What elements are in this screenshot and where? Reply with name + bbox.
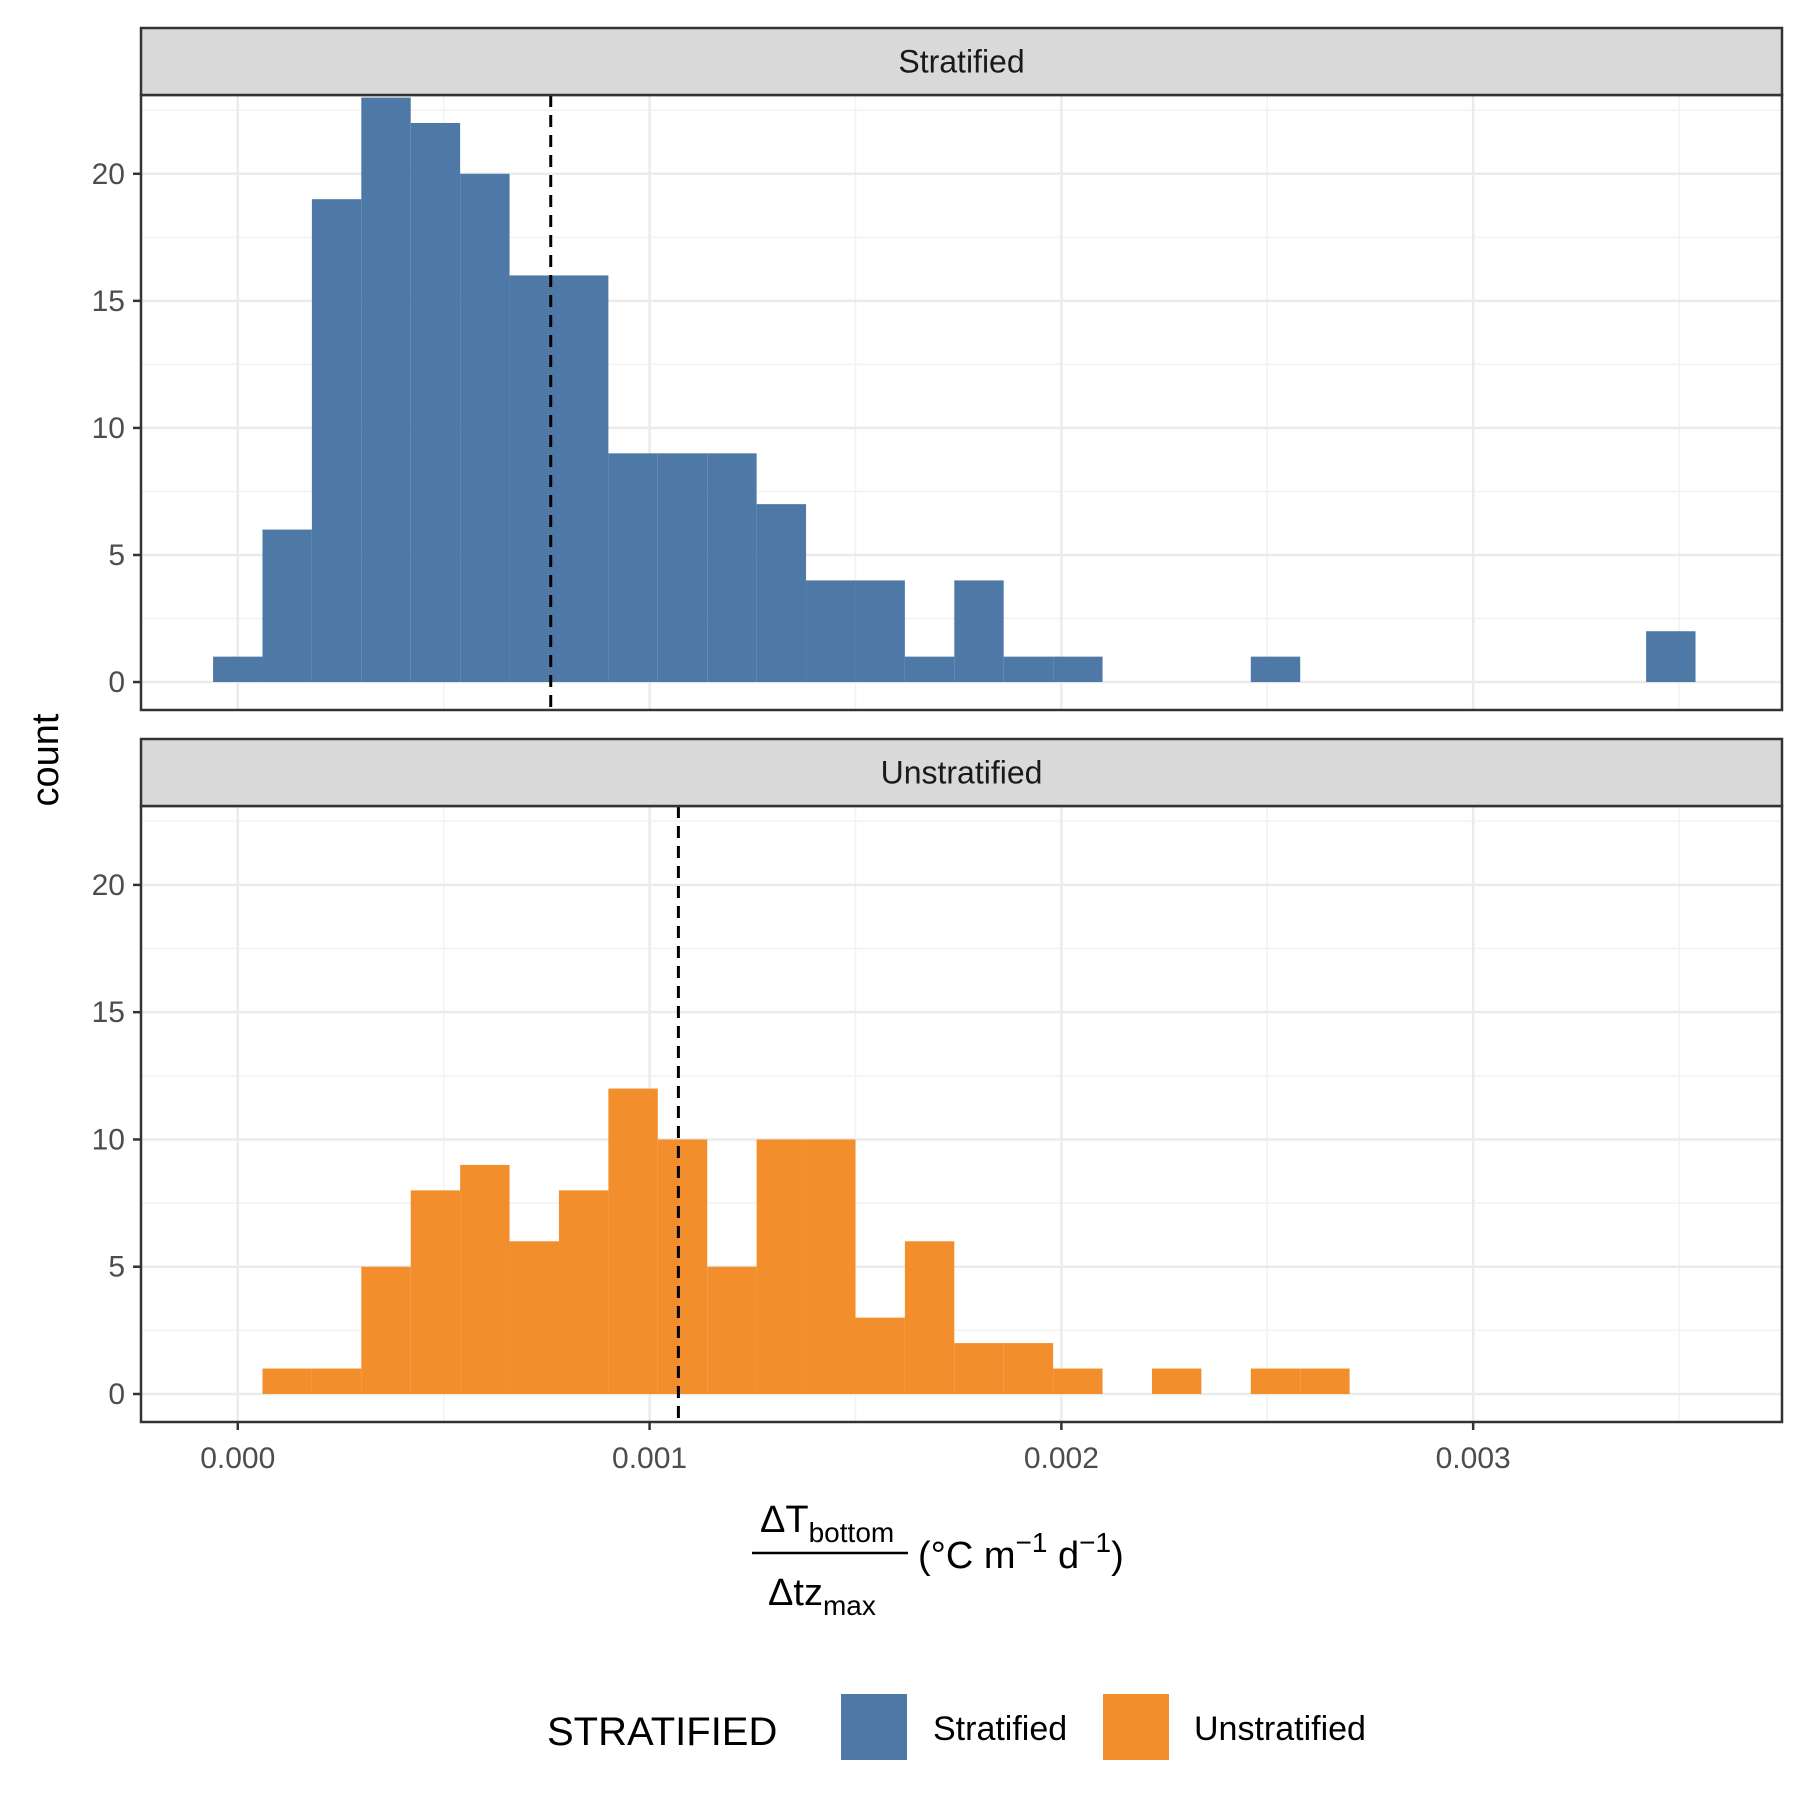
histogram-bar (410, 122, 461, 683)
histogram-bar (1003, 656, 1054, 683)
histogram-bar (361, 1266, 411, 1394)
histogram-bar (954, 580, 1004, 683)
histogram-bar (1053, 656, 1103, 683)
histogram-bar (311, 199, 362, 683)
histogram-bar (1151, 1368, 1202, 1394)
y-tick-label: 10 (92, 412, 125, 445)
y-tick-label: 5 (108, 1251, 125, 1284)
histogram-bar (460, 1164, 510, 1394)
legend-label-unstratified: Unstratified (1194, 1710, 1366, 1748)
y-tick-label: 5 (108, 539, 125, 572)
y-tick-label: 20 (92, 869, 125, 902)
histogram-bar (756, 504, 807, 683)
histogram-bar (806, 580, 856, 683)
histogram-bar (361, 97, 411, 683)
x-tick-label: 0.001 (612, 1442, 687, 1475)
histogram-bar (707, 453, 757, 683)
y-tick-label: 0 (108, 666, 125, 699)
x-tick-label: 0.000 (200, 1442, 275, 1475)
y-tick-label: 15 (92, 285, 125, 318)
histogram-bar (410, 1190, 461, 1394)
x-axis-title-numerator: ΔTbottom (760, 1499, 894, 1548)
histogram-bar (1250, 656, 1301, 683)
legend: STRATIFIED Stratified Unstratified (547, 1694, 1366, 1760)
histogram-bar (855, 1317, 905, 1394)
histogram-bar (1646, 631, 1696, 683)
histogram-bar (262, 529, 312, 683)
histogram-bar (806, 1139, 856, 1394)
histogram-bar (904, 1241, 955, 1394)
facet-strip (139, 26, 1784, 97)
y-tick-label: 20 (92, 158, 125, 191)
histogram-bar (311, 1368, 362, 1394)
histogram-bar (904, 656, 955, 683)
x-axis-title-units: (°C m−1 d−1) (918, 1527, 1124, 1577)
x-tick-label: 0.002 (1024, 1442, 1099, 1475)
histogram-bar (855, 580, 905, 683)
panel-stratified: Stratified 0 5 10 15 20 (92, 26, 1784, 712)
facet-strip (139, 737, 1784, 808)
histogram-bar (213, 656, 263, 683)
legend-swatch-unstratified (1103, 1694, 1169, 1760)
histogram-bar (460, 173, 510, 683)
y-tick-label: 0 (108, 1378, 125, 1411)
facet-strip-label: Stratified (898, 44, 1024, 80)
histogram-bar (608, 1088, 658, 1394)
histogram-bar (1300, 1368, 1350, 1394)
histogram-bar (756, 1139, 807, 1394)
histogram-bar (1003, 1343, 1054, 1394)
x-axis-title-denominator: Δtzmax (768, 1572, 876, 1621)
histogram-bar (558, 275, 609, 683)
histogram-bar (1053, 1368, 1103, 1394)
legend-swatch-stratified (841, 1694, 907, 1760)
y-axis-title: count (25, 713, 67, 806)
legend-label-stratified: Stratified (933, 1710, 1067, 1748)
legend-title: STRATIFIED (547, 1710, 777, 1754)
x-tick-label: 0.003 (1436, 1442, 1511, 1475)
histogram-bar (657, 453, 708, 683)
facet-strip-label: Unstratified (881, 755, 1043, 791)
y-tick-label: 15 (92, 996, 125, 1029)
histogram-bar (707, 1266, 757, 1394)
histogram-bar (262, 1368, 312, 1394)
panel-unstratified: Unstratified 0 5 10 15 20 0.000 0.001 0.002 0.003 (92, 737, 1784, 1475)
histogram-bar (657, 1139, 708, 1394)
histogram-bar (954, 1343, 1004, 1394)
histogram-bar (558, 1190, 609, 1394)
facet-panels: Stratified 0 5 10 15 20 Unstratified 0 5 10 15 20 0.… (92, 26, 1784, 1475)
histogram-bar (608, 453, 658, 683)
histogram-bar (509, 1241, 559, 1394)
y-tick-label: 10 (92, 1123, 125, 1156)
histogram-bar (1250, 1368, 1301, 1394)
x-axis-title: ΔTbottom Δtzmax (°C m−1 d−1) (752, 1499, 1124, 1621)
